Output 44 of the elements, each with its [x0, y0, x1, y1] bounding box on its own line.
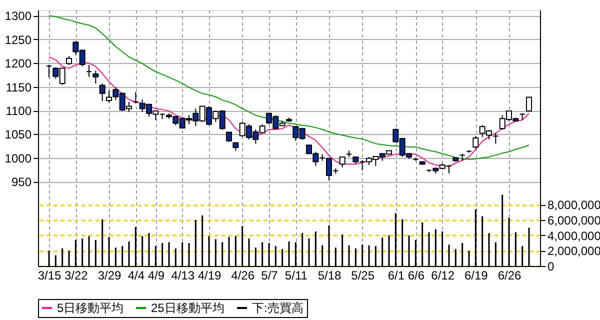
x-tick-label: 4/13 [171, 268, 195, 282]
legend-label: 下:売買高 [252, 301, 304, 315]
legend-label: 5日移動平均 [57, 301, 124, 315]
y-tick-label: 1150 [6, 80, 32, 94]
y-tick-label: 1100 [6, 104, 32, 118]
y-tick-label: 950 [11, 175, 32, 190]
y-tick-label: 1050 [4, 128, 32, 142]
legend-label: 25日移動平均 [151, 301, 224, 315]
y2-tick-label: 2,000,000 [548, 244, 600, 258]
y-tick-label: 1250 [4, 32, 32, 47]
x-tick-label: 5/25 [351, 268, 375, 282]
x-tick-label: 6/6 [408, 268, 425, 282]
x-tick-label: 4/4 [128, 268, 145, 282]
x-tick-label: 6/1 [388, 268, 405, 282]
x-tick-label: 5/11 [284, 268, 308, 282]
candlestick [92, 70, 99, 84]
y-tick-label: 1000 [4, 151, 32, 166]
candlestick [472, 136, 479, 149]
y-tick-label: 1300 [4, 9, 32, 24]
x-tick-label: 6/19 [464, 268, 488, 282]
x-tick-label: 3/15 [38, 268, 62, 282]
y2-tick-label: 6,000,000 [548, 214, 600, 228]
x-tick-label: 4/9 [148, 268, 165, 282]
x-tick-label: 6/26 [498, 268, 522, 282]
x-tick-label: 4/19 [198, 268, 222, 282]
y-tick-label: 1200 [4, 56, 32, 71]
x-tick-label: 4/26 [231, 268, 255, 282]
line-series [48, 15, 530, 160]
x-tick-label: 5/7 [261, 268, 278, 282]
y2-tick-label: 0 [548, 260, 554, 274]
x-tick-label: 5/18 [318, 268, 342, 282]
x-tick-label: 6/12 [431, 268, 455, 282]
candlestick [492, 132, 499, 144]
candlestick [99, 82, 106, 102]
candlestick [526, 96, 532, 112]
candlestick [46, 64, 52, 78]
x-tick-label: 3/22 [64, 268, 88, 282]
y2-tick-label: 8,000,000 [548, 198, 600, 212]
line-series [48, 56, 530, 167]
candlestick [86, 64, 92, 78]
candlestick [66, 55, 72, 66]
y2-tick-label: 4,000,000 [548, 228, 600, 243]
x-tick-label: 3/29 [98, 268, 122, 282]
candlestick [132, 92, 139, 104]
